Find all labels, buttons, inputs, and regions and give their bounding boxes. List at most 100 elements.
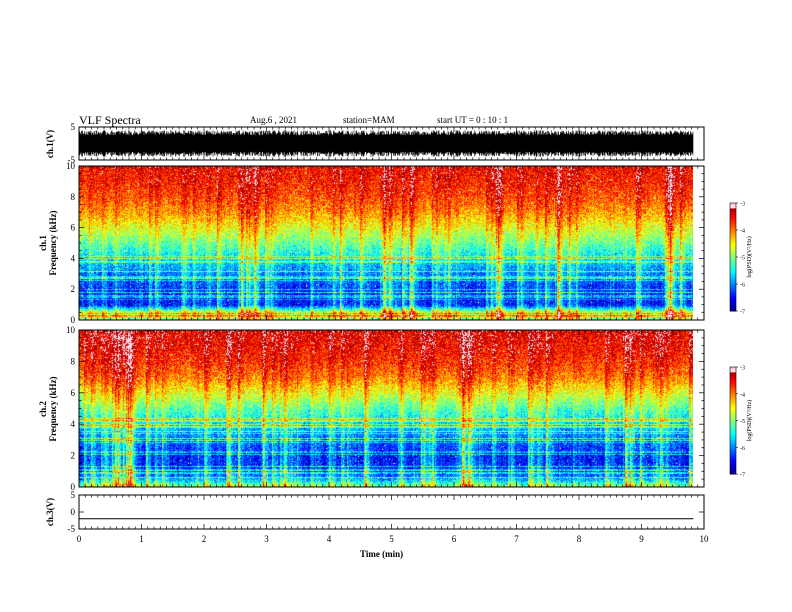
ch2-spectrogram-colorbar-label: log(PSD)(V²/Hz) (746, 400, 753, 441)
ch1-waveform-ylabel: ch.1(V) (45, 129, 55, 158)
ch1-spectrogram-colorbar-segment (730, 230, 736, 233)
ch1-spectrogram-ylabel-channel: ch.1 (38, 235, 48, 251)
ch1-spectrogram-image (79, 166, 693, 320)
ch2-spectrogram-colorbar-segment (730, 463, 736, 466)
ch2-spectrogram-ylabel: ch.2 Frequency (kHz) (38, 349, 58, 469)
ch1-spectrogram-colorbar-segment (730, 303, 736, 307)
ch2-spectrogram-colorbar-segment (730, 379, 736, 382)
ch2-spectrogram-colorbar-segment (730, 434, 736, 438)
ch2-spectrogram-colorbar-segment (730, 415, 736, 418)
ch1-spectrogram-colorbar-segment (730, 213, 736, 217)
ch1-spectrogram-colorbar-segment (730, 231, 736, 235)
ch3-waveform-ytick-label: 0 (71, 507, 76, 517)
ch2-spectrogram-colorbar-segment (730, 454, 736, 457)
ch1-spectrogram-ylabel-unit: Frequency (kHz) (48, 210, 58, 276)
ch1-spectrogram-colorbar-label: log(PSD)(V²/Hz) (746, 236, 753, 277)
ch1-spectrogram-colorbar-segment (730, 240, 736, 244)
ch2-spectrogram-colorbar-segment (730, 384, 736, 388)
x-tick-label: 1 (139, 534, 144, 544)
ch1-spectrogram-colorbar-segment (730, 262, 736, 265)
ch1-spectrogram-colorbar-segment (730, 285, 736, 289)
ch2-spectrogram-colorbar-segment (730, 449, 736, 452)
ch2-spectrogram-colorbar-segment (730, 461, 736, 464)
x-tick-label: 6 (452, 534, 457, 544)
ch1-spectrogram-colorbar-segment (730, 273, 736, 276)
ch1-spectrogram-colorbar-segment (730, 267, 736, 271)
ch1-spectrogram-colorbar-segment (730, 248, 736, 251)
ch1-spectrogram-colorbar-segment (730, 246, 736, 249)
ch2-spectrogram-ylabel-channel: ch.2 (38, 400, 48, 417)
ch1-spectrogram-colorbar-segment (730, 271, 736, 274)
ch1-spectrogram-colorbar-segment (730, 249, 736, 253)
ch1-spectrogram-ytick-label: 0 (71, 315, 76, 325)
x-tick-label: 10 (700, 534, 710, 544)
ch2-spectrogram-colorbar-segment (730, 372, 736, 375)
ch1-spectrogram-colorbar-tick-label: -4 (740, 229, 745, 235)
ch2-spectrogram-colorbar-segment (730, 390, 736, 393)
ch2-spectrogram-ylabel-unit: Frequency (kHz) (48, 375, 58, 442)
ch1-spectrogram-colorbar-segment (730, 257, 736, 260)
ch2-spectrogram-colorbar-segment (730, 459, 736, 463)
ch2-spectrogram-colorbar-segment (730, 456, 736, 459)
ch3-waveform-ytick-label: 5 (71, 490, 76, 500)
ch1-spectrogram-colorbar-segment (730, 233, 736, 236)
ch1-spectrogram-colorbar-segment (730, 203, 736, 206)
ch1-spectrogram-colorbar-segment (730, 266, 736, 269)
ch3-waveform-ytick-label: -5 (68, 524, 76, 534)
ch1-spectrogram-colorbar-tick-label: -5 (740, 256, 745, 262)
x-tick-label: 9 (639, 534, 644, 544)
ch1-spectrogram-colorbar-segment (730, 212, 736, 215)
ch2-spectrogram-colorbar-segment (730, 409, 736, 413)
ch2-spectrogram-colorbar-segment (730, 370, 736, 373)
ch2-spectrogram-ytick-label: 8 (71, 356, 76, 366)
ch1-spectrogram-colorbar-segment (730, 255, 736, 258)
ch2-spectrogram-colorbar-segment (730, 367, 736, 370)
ch2-spectrogram-colorbar-segment (730, 393, 736, 397)
x-tick-label: 2 (202, 534, 207, 544)
ch2-spectrogram-image (79, 330, 693, 487)
ch2-spectrogram-colorbar-segment (730, 399, 736, 402)
x-tick-label: 8 (577, 534, 582, 544)
ch2-spectrogram-colorbar-segment (730, 411, 736, 414)
ch2-spectrogram-colorbar-segment (730, 427, 736, 430)
ch1-spectrogram-colorbar-segment (730, 208, 736, 211)
colorbar-layer: -3 -4 -5 -6 -7 log(PSD)(V²/Hz) -3 -4 -5 -6 -7 log(P… (729, 202, 753, 479)
x-tick-label: 4 (327, 534, 332, 544)
ch2-spectrogram-colorbar-segment (730, 391, 736, 395)
ch2-spectrogram-colorbar-segment (730, 470, 736, 473)
ch2-spectrogram-colorbar-segment (730, 400, 736, 404)
ch1-spectrogram-colorbar-segment (730, 221, 736, 224)
ch1-spectrogram-colorbar-segment (730, 296, 736, 299)
ch2-spectrogram-colorbar-segment (730, 422, 736, 425)
ch1-spectrogram-colorbar-segment (730, 307, 736, 310)
ch1-spectrogram-colorbar-segment (730, 289, 736, 292)
ch1-spectrogram-colorbar-segment (730, 302, 736, 305)
ch1-spectrogram-colorbar-segment (730, 278, 736, 281)
ch1-spectrogram-ylabel: ch.1 Frequency (kHz) (38, 183, 58, 303)
ch2-spectrogram-colorbar-segment (730, 468, 736, 471)
ch2-spectrogram-colorbar-segment (730, 413, 736, 416)
ch1-spectrogram-colorbar-segment (730, 293, 736, 296)
ch2-spectrogram-colorbar-segment (730, 418, 736, 421)
ch1-spectrogram-colorbar-segment (730, 244, 736, 247)
ch1-spectrogram-colorbar-segment (730, 253, 736, 256)
figure-title: VLF Spectra (79, 113, 141, 127)
ch2-spectrogram-colorbar-tick-label: -5 (740, 419, 745, 425)
ch2-spectrogram-colorbar-segment (730, 440, 736, 443)
ch1-waveform-trace (78, 130, 694, 157)
ch2-spectrogram-colorbar-segment (730, 441, 736, 445)
ch2-spectrogram-colorbar-segment (730, 377, 736, 380)
ch1-spectrogram-colorbar-segment (730, 294, 736, 298)
ch2-spectrogram-ytick-label: 10 (66, 325, 76, 335)
ch2-spectrogram-colorbar-segment (730, 397, 736, 400)
ch2-spectrogram-colorbar-segment (730, 452, 736, 455)
ch2-spectrogram-ytick-label: 4 (71, 419, 76, 429)
ch1-spectrogram-colorbar-segment (730, 291, 736, 294)
ch2-spectrogram-colorbar-tick-label: -6 (740, 446, 745, 452)
ch2-spectrogram-colorbar-segment (730, 445, 736, 448)
ch1-spectrogram-colorbar-segment (730, 204, 736, 208)
recording-date: Aug.6 , 2021 (250, 115, 297, 125)
ch2-spectrogram-colorbar-tick-label: -3 (740, 366, 745, 372)
ch2-spectrogram-colorbar-segment (730, 395, 736, 398)
